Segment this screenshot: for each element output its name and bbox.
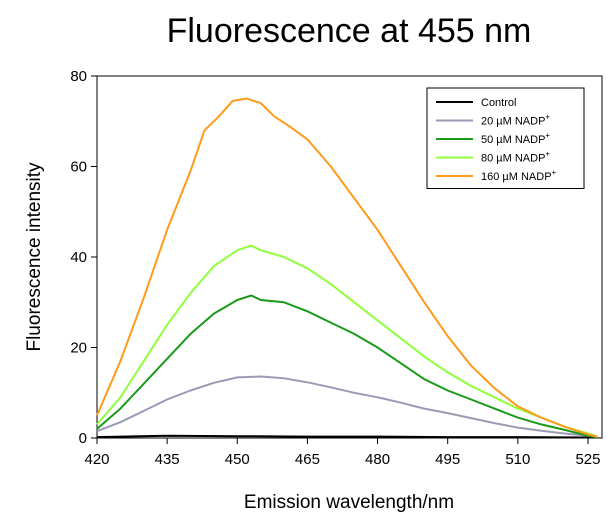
plot-area: 0 20 40 60 80 420 435 450 465 480 495 510 525 Control… [70, 68, 603, 468]
series-line-0 [96, 434, 598, 439]
x-tick-label: 480 [365, 451, 390, 468]
x-tick-label: 465 [295, 451, 320, 468]
x-tick-label: 495 [435, 451, 460, 468]
legend-entry: Control [481, 97, 516, 109]
legend-entry: 160 µM NADP+ [481, 168, 557, 183]
legend-entry: 50 µM NADP+ [481, 131, 550, 146]
y-tick-label: 60 [70, 159, 87, 176]
x-axis-title: Emission wavelength/nm [244, 492, 454, 513]
y-tick-label: 80 [70, 68, 87, 85]
x-tick-label: 435 [155, 451, 180, 468]
x-tick-label: 525 [575, 451, 600, 468]
legend-entry: 80 µM NADP+ [481, 150, 550, 165]
y-tick-label: 40 [70, 249, 87, 266]
x-tick-label: 450 [225, 451, 250, 468]
x-tick-label: 420 [84, 451, 109, 468]
chart-title: Fluorescence at 455 nm [167, 12, 532, 50]
series-line-1 [96, 375, 598, 439]
x-tick-label: 510 [505, 451, 530, 468]
series-line-2 [96, 294, 598, 439]
y-tick-label: 0 [79, 430, 87, 447]
y-axis-title: Fluorescence intensity [24, 162, 45, 352]
series-line-3 [96, 244, 598, 438]
series-line-4 [96, 97, 598, 438]
y-tick-label: 20 [70, 340, 87, 357]
legend-entry: 20 µM NADP+ [481, 113, 550, 128]
